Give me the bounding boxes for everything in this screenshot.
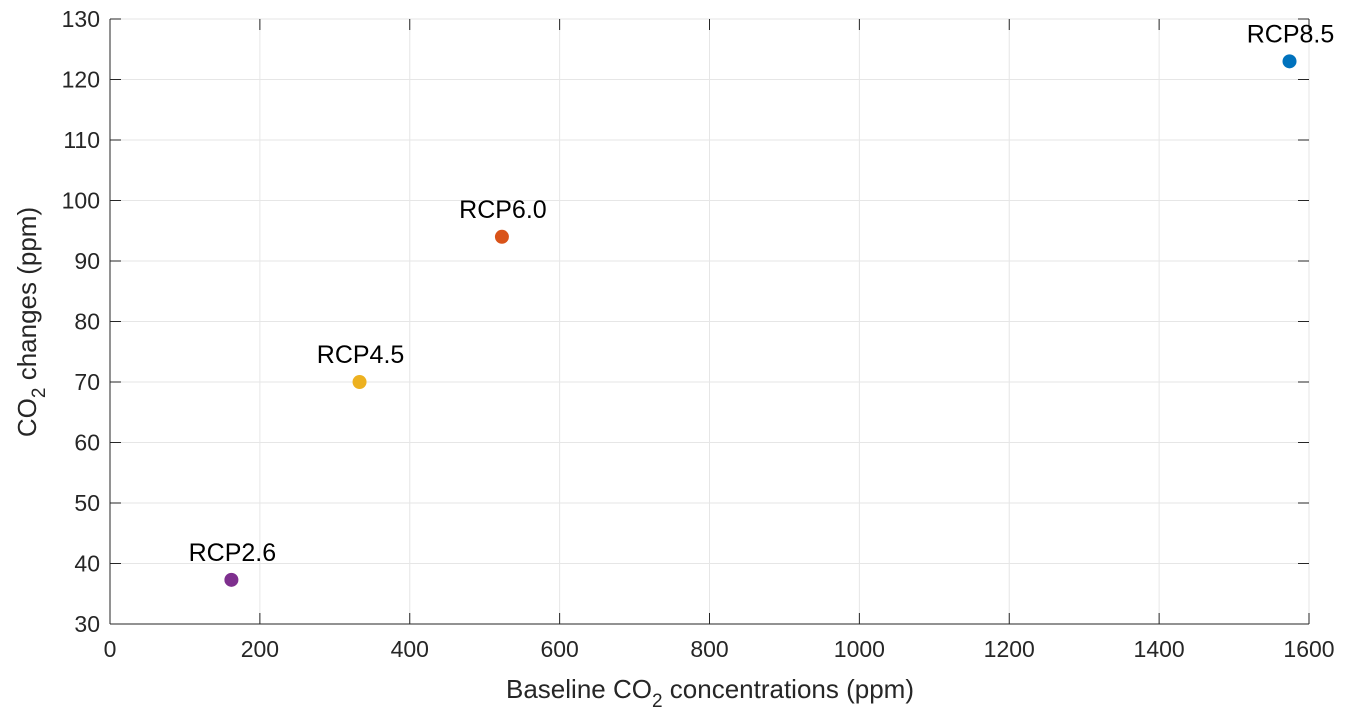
x-axis-title-subscript: 2 [652, 691, 663, 712]
ticks-layer: 0 200 400 600 800 1000 1200 1400 1600 30 40 50 60 70 8… [62, 6, 1335, 662]
data-point [494, 229, 509, 244]
points-layer: RCP2.6 RCP4.5 RCP6.0 RCP8.5 [189, 20, 1335, 587]
y-axis-title-subscript: 2 [29, 388, 50, 399]
data-point-label: RCP4.5 [317, 341, 405, 369]
y-tick-label: 130 [62, 6, 100, 32]
data-point-label: RCP8.5 [1247, 20, 1335, 48]
data-point [1282, 54, 1297, 69]
data-point-label: RCP2.6 [189, 539, 277, 567]
y-tick-label: 40 [74, 551, 100, 577]
x-tick-label: 1200 [984, 636, 1035, 662]
data-point-label: RCP6.0 [459, 196, 547, 224]
x-tick-label: 200 [241, 636, 279, 662]
y-tick-label: 90 [74, 248, 100, 274]
y-axis-title-main: CO [12, 398, 42, 437]
x-tick-label: 400 [391, 636, 429, 662]
y-tick-label: 80 [74, 309, 100, 335]
y-tick-label: 110 [63, 127, 100, 153]
data-point [224, 572, 239, 587]
x-axis-title: Baseline CO2 concentrations (ppm) [506, 674, 914, 712]
x-tick-label: 1600 [1283, 636, 1334, 662]
axes-layer [109, 18, 1310, 625]
x-tick-label: 800 [690, 636, 728, 662]
y-tick-label: 100 [62, 188, 100, 214]
x-axis-title-main: Baseline CO [506, 674, 652, 704]
y-axis-title: CO2 changes (ppm) [12, 207, 50, 437]
x-tick-label: 0 [104, 636, 117, 662]
y-tick-label: 70 [74, 369, 100, 395]
y-axis-title-suffix: changes (ppm) [12, 207, 42, 388]
grid-layer [109, 18, 1310, 625]
x-tick-label: 1400 [1134, 636, 1185, 662]
y-tick-label: 120 [62, 67, 100, 93]
x-tick-label: 1000 [834, 636, 885, 662]
y-tick-label: 60 [74, 430, 100, 456]
y-tick-label: 30 [74, 611, 100, 637]
data-point [352, 375, 367, 389]
y-tick-label: 50 [74, 490, 100, 516]
x-axis-title-suffix: concentrations (ppm) [663, 674, 914, 704]
x-tick-label: 600 [540, 636, 578, 662]
